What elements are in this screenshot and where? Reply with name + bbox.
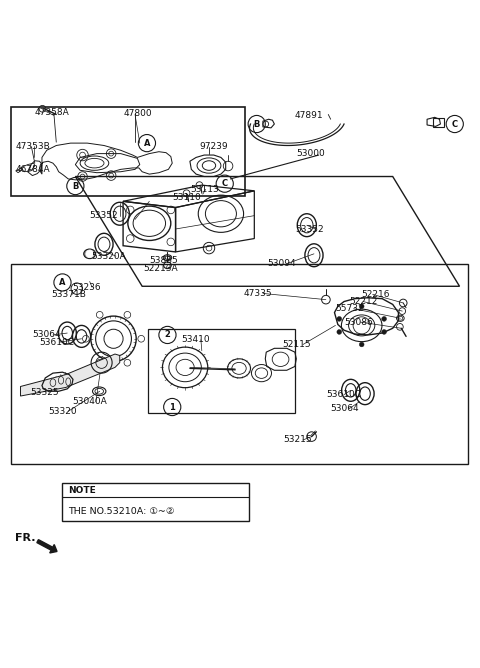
- Text: 52216: 52216: [362, 290, 390, 299]
- Text: 47891: 47891: [295, 111, 324, 120]
- Text: 53325: 53325: [30, 387, 59, 397]
- Bar: [433, 118, 444, 127]
- Text: 53610C: 53610C: [326, 390, 361, 399]
- Text: THE NO.53210A: ①~②: THE NO.53210A: ①~②: [68, 507, 175, 516]
- Text: 1: 1: [169, 403, 175, 411]
- Text: 47335: 47335: [244, 289, 273, 298]
- Text: 53215: 53215: [283, 436, 312, 444]
- Circle shape: [360, 342, 364, 347]
- Text: FR.: FR.: [15, 533, 35, 543]
- Text: A: A: [144, 139, 150, 148]
- Bar: [148, 329, 295, 413]
- Text: 47358A: 47358A: [35, 108, 70, 117]
- Text: 53352: 53352: [90, 211, 118, 220]
- Text: 53236: 53236: [72, 283, 101, 292]
- Text: 55732: 55732: [336, 304, 364, 313]
- Text: 52212: 52212: [350, 297, 378, 306]
- Text: 53086: 53086: [344, 317, 373, 327]
- Circle shape: [337, 329, 342, 334]
- Text: B: B: [72, 182, 79, 190]
- Bar: [11, 108, 245, 196]
- Polygon shape: [21, 354, 120, 396]
- Circle shape: [382, 317, 386, 321]
- Text: 53610C: 53610C: [39, 337, 74, 347]
- Bar: [11, 265, 468, 464]
- Text: 53352: 53352: [295, 224, 324, 234]
- Bar: [62, 483, 249, 521]
- FancyArrow shape: [37, 540, 57, 553]
- Text: NOTE: NOTE: [68, 486, 96, 495]
- Circle shape: [337, 317, 342, 321]
- Text: A: A: [59, 278, 66, 287]
- Text: C: C: [222, 179, 228, 188]
- Text: 53094: 53094: [268, 259, 296, 268]
- Text: 52115: 52115: [282, 340, 311, 349]
- Circle shape: [382, 329, 386, 334]
- Text: 46784A: 46784A: [16, 165, 50, 174]
- Text: 53000: 53000: [296, 149, 325, 158]
- Circle shape: [360, 304, 364, 309]
- Text: C: C: [452, 120, 458, 128]
- Text: 97239: 97239: [199, 142, 228, 151]
- Text: 53320A: 53320A: [91, 252, 126, 261]
- Text: 2: 2: [165, 331, 170, 339]
- Text: 53113: 53113: [190, 185, 219, 194]
- Text: 47353B: 47353B: [16, 142, 50, 151]
- Text: 53064: 53064: [33, 331, 61, 339]
- Text: 53110: 53110: [172, 192, 201, 202]
- Text: 53064: 53064: [331, 404, 360, 413]
- Text: 53410: 53410: [182, 335, 210, 344]
- Text: 52213A: 52213A: [144, 264, 178, 273]
- Text: 53885: 53885: [149, 257, 178, 265]
- Text: 53320: 53320: [48, 407, 77, 415]
- Text: 53040A: 53040A: [72, 397, 107, 406]
- Text: 47800: 47800: [123, 108, 152, 118]
- Circle shape: [86, 250, 94, 258]
- Ellipse shape: [84, 249, 96, 259]
- Text: B: B: [253, 120, 260, 128]
- Text: 53371B: 53371B: [51, 290, 86, 299]
